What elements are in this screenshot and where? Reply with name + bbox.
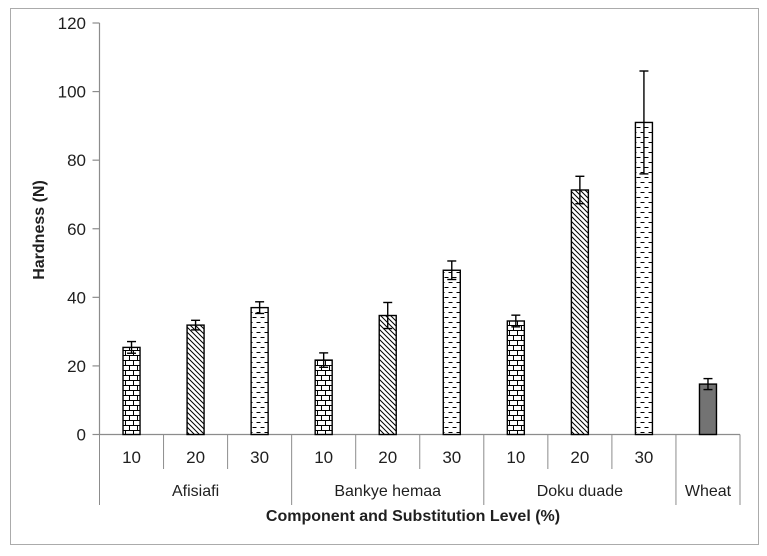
x-group-label: Wheat [685,483,732,500]
bar-brick [506,320,526,436]
bar-solid [698,383,718,436]
x-level-label: 10 [506,448,525,467]
axes-layer [92,22,741,505]
x-group-label: Doku duade [537,483,623,500]
x-group-label: Bankye hemaa [334,483,441,500]
x-level-label: 20 [570,448,589,467]
bar-brick [122,346,141,436]
bar-diagonal [378,314,397,436]
axis-labels-layer: 0 20 40 60 80 100 120 10 20 30 10 20 30 10 20 30 Afisiaf… [58,14,732,500]
error-bars-layer [127,70,713,391]
x-level-label: 30 [634,448,653,467]
x-level-label: 30 [250,448,269,467]
bars-layer [122,121,718,436]
bar-brick [314,359,333,436]
bar-diagonal [570,189,590,436]
x-group-label: Afisiafi [172,483,219,500]
y-tick-label: 120 [58,14,86,33]
x-level-label: 10 [122,448,141,467]
y-tick-label: 40 [67,288,86,307]
x-axis-title: Component and Substitution Level (%) [266,508,560,525]
x-level-label: 30 [442,448,461,467]
bar-diagonal [186,324,205,436]
bar-dash [250,306,269,436]
y-tick-label: 100 [58,83,86,102]
figure-border [10,8,759,545]
y-tick-label: 80 [67,151,86,170]
bar-dash [442,269,461,436]
x-level-label: 20 [378,448,397,467]
x-level-label: 20 [186,448,205,467]
y-tick-label: 20 [67,357,86,376]
y-tick-label: 60 [67,220,86,239]
y-tick-label: 0 [77,426,86,445]
y-axis-title: Hardness (N) [31,180,48,280]
x-level-label: 10 [314,448,333,467]
